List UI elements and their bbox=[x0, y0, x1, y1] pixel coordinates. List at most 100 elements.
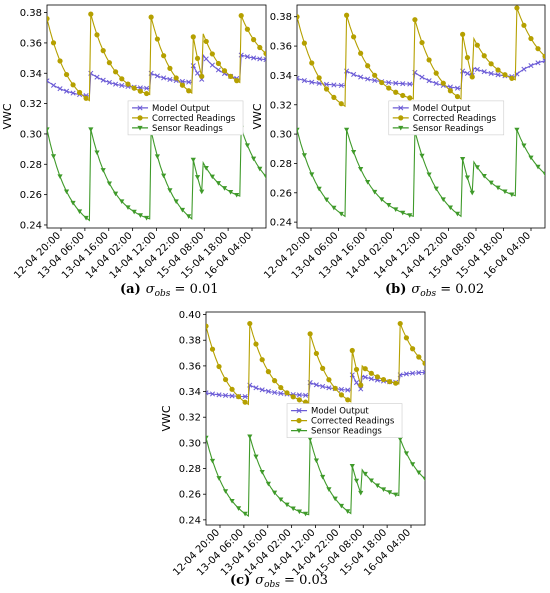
sensor-readings-line bbox=[297, 129, 545, 218]
sensor-readings-point bbox=[309, 172, 315, 178]
sensor-readings-point bbox=[362, 471, 368, 477]
sensor-readings-series bbox=[297, 127, 545, 218]
corrected-readings-point bbox=[380, 376, 387, 383]
sensor-readings-line bbox=[47, 127, 266, 222]
sensor-readings-point bbox=[161, 173, 167, 179]
sensor-readings-point bbox=[222, 489, 229, 494]
corrected-readings-point bbox=[57, 58, 63, 64]
model-output-point bbox=[113, 81, 119, 87]
corrected-readings-point bbox=[76, 89, 83, 96]
model-output-point bbox=[386, 79, 392, 86]
model-output-point bbox=[419, 74, 425, 80]
caption-subscript: obs bbox=[264, 580, 280, 590]
corrected-readings-point bbox=[422, 360, 425, 366]
y-tick-label: 0.36 bbox=[179, 361, 201, 372]
sensor-readings-point bbox=[50, 154, 57, 159]
corrected-readings-point bbox=[143, 90, 150, 97]
corrected-readings-series bbox=[47, 11, 266, 102]
corrected-readings-line bbox=[206, 323, 425, 406]
sensor-readings-point bbox=[235, 506, 242, 511]
corrected-readings-point bbox=[203, 38, 209, 45]
sensor-readings-point bbox=[265, 481, 271, 487]
model-output-point bbox=[265, 388, 271, 394]
corrected-readings-point bbox=[238, 13, 244, 19]
y-tick-label: 0.38 bbox=[270, 12, 292, 23]
corrected-readings-point bbox=[323, 86, 330, 92]
model-output-point bbox=[488, 70, 494, 77]
corrected-readings-point bbox=[528, 35, 534, 42]
corrected-readings-point bbox=[186, 88, 192, 94]
corrected-readings-point bbox=[106, 60, 112, 66]
corrected-readings-point bbox=[259, 357, 265, 363]
sensor-readings-point bbox=[278, 497, 284, 503]
corrected-readings-point bbox=[387, 379, 393, 385]
sensor-readings-point bbox=[70, 200, 76, 206]
y-tick-label: 0.28 bbox=[20, 160, 42, 171]
model-output-point bbox=[535, 60, 541, 66]
corrected-readings-point bbox=[229, 386, 235, 392]
y-tick-label: 0.32 bbox=[20, 99, 42, 110]
model-output-point bbox=[365, 76, 371, 82]
model-output-point bbox=[57, 86, 63, 92]
corrected-readings-point bbox=[326, 377, 332, 383]
model-output-point bbox=[323, 81, 330, 87]
corrected-readings-point bbox=[154, 36, 160, 42]
corrected-readings-point bbox=[542, 53, 545, 59]
caption-subscript: obs bbox=[155, 289, 171, 299]
corrected-readings-point bbox=[161, 53, 167, 59]
sensor-readings-point bbox=[247, 434, 253, 440]
sensor-readings-point bbox=[216, 476, 222, 481]
corrected-readings-point bbox=[344, 12, 350, 18]
legend-marker-model-output bbox=[137, 105, 143, 111]
model-output-point bbox=[47, 78, 50, 84]
sensor-readings-point bbox=[464, 175, 471, 181]
y-axis-label: VWC bbox=[1, 103, 14, 129]
y-tick-label: 0.38 bbox=[179, 336, 201, 347]
corrected-readings-point bbox=[278, 384, 284, 391]
model-output-point bbox=[358, 74, 364, 80]
model-output-point bbox=[422, 369, 425, 375]
model-output-point bbox=[242, 394, 248, 400]
sensor-readings-point bbox=[173, 199, 179, 205]
model-output-point bbox=[454, 85, 461, 91]
corrected-readings-point bbox=[362, 366, 368, 372]
corrected-readings-point bbox=[137, 88, 143, 94]
sensor-readings-point bbox=[100, 168, 106, 173]
sensor-readings-point bbox=[199, 189, 205, 195]
caption-letter: (a) bbox=[120, 282, 141, 297]
legend-label-sensor-readings: Sensor Readings bbox=[311, 427, 382, 437]
sensor-readings-point bbox=[206, 435, 209, 441]
chart-panel-2: 0.24 0.26 0.28 0.30 0.32 0.34 0.36 0.38 12-04 20… bbox=[251, 4, 546, 299]
sensor-readings-point bbox=[345, 509, 351, 514]
corrected-readings-point bbox=[234, 78, 240, 84]
corrected-readings-point bbox=[179, 82, 186, 88]
legend-label-sensor-readings: Sensor Readings bbox=[152, 124, 223, 134]
model-output-point bbox=[106, 79, 112, 85]
model-output-point bbox=[351, 71, 357, 77]
model-output-point bbox=[495, 72, 501, 78]
model-output-point bbox=[313, 382, 319, 388]
sensor-readings-point bbox=[320, 474, 326, 480]
sensor-readings-point bbox=[316, 186, 322, 192]
model-output-point bbox=[320, 383, 326, 390]
y-tick-label: 0.34 bbox=[20, 69, 42, 80]
sensor-readings-point bbox=[106, 181, 112, 187]
legend-marker-corrected-readings bbox=[296, 417, 302, 424]
sensor-readings-line bbox=[206, 436, 425, 518]
y-axis-label: VWC bbox=[160, 405, 173, 431]
sensor-readings-point bbox=[469, 190, 475, 196]
sensor-readings-point bbox=[349, 463, 355, 469]
corrected-readings-point bbox=[251, 37, 257, 43]
model-output-point bbox=[263, 57, 266, 63]
corrected-readings-point bbox=[190, 34, 196, 40]
sensor-readings-point bbox=[215, 181, 222, 186]
model-output-point bbox=[229, 393, 235, 399]
sensor-readings-point bbox=[372, 189, 378, 195]
caption-sigma: σ bbox=[146, 282, 156, 297]
corrected-readings-point bbox=[296, 397, 302, 403]
corrected-readings-point bbox=[199, 73, 205, 79]
y-tick-label: 0.32 bbox=[179, 413, 201, 424]
